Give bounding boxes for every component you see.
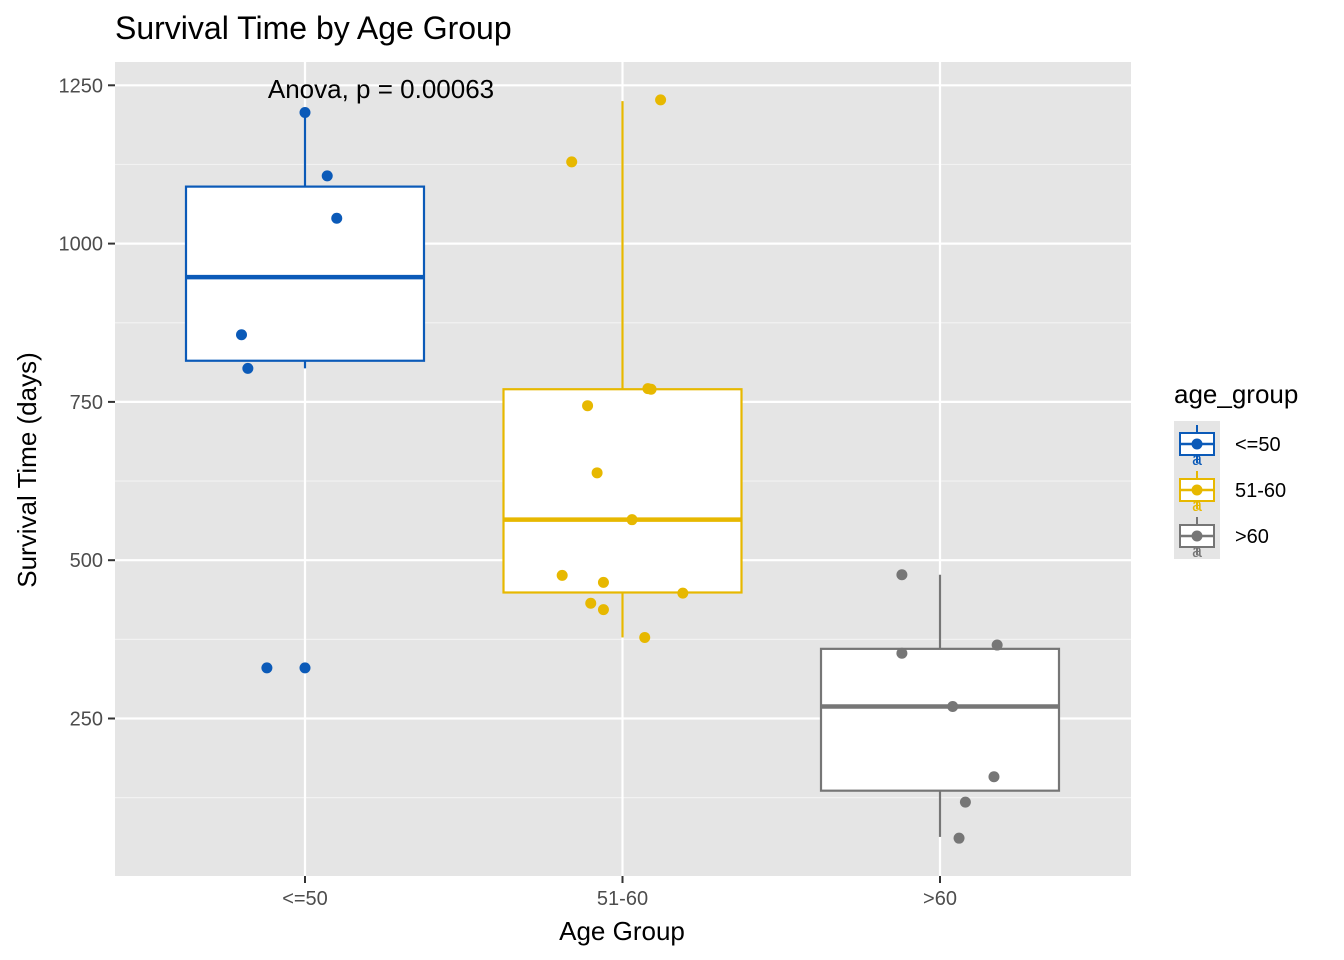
data-point [655,94,667,106]
point-layer [236,94,1003,844]
data-point [321,170,333,182]
box-iqr [184,185,426,362]
data-point [896,647,908,659]
box-1 [184,112,426,369]
legend-title: age_group [1174,379,1298,409]
data-point [947,700,959,712]
y-tick-label: 500 [70,550,103,572]
data-point [591,467,603,479]
legend-label: <=50 [1235,434,1281,456]
legend-key-letter: a [1192,541,1203,561]
chart-title: Survival Time by Age Group [115,10,512,46]
data-point [626,514,638,526]
anova-annotation: Anova, p = 0.00063 [268,74,494,104]
box-iqr [819,647,1061,792]
data-point [585,597,597,609]
legend-key-point [1191,438,1203,450]
legend: age_group a <=50 a 51-60 a >60 [1174,379,1298,561]
x-tick-label: >60 [923,888,957,910]
data-point [597,604,609,616]
y-tick-label: 250 [70,709,103,731]
data-point [959,796,971,808]
data-point [331,212,343,224]
y-axis: 250 500 750 1000 1250 [59,75,115,731]
legend-key-point [1191,484,1203,496]
x-tick-label: 51-60 [597,888,648,910]
box-3 [819,574,1061,837]
data-point [988,771,1000,783]
data-point [236,329,247,341]
data-point [597,576,609,588]
x-axis: <=50 51-60 >60 [282,876,957,910]
data-point [896,569,908,581]
legend-key-point [1191,530,1203,542]
box-layer [184,101,1061,837]
data-point [953,832,965,844]
data-point [566,156,578,168]
box-2 [502,101,743,638]
y-tick-label: 1250 [59,75,104,97]
legend-key-letter: a [1192,449,1203,469]
legend-key-3: a [1174,513,1220,561]
data-point [991,639,1003,651]
data-point [556,569,568,581]
legend-label: 51-60 [1235,480,1286,502]
data-point [261,662,273,674]
data-point [639,631,651,643]
data-point [299,107,311,119]
legend-key-1: a [1174,421,1220,469]
data-point [582,400,594,412]
data-point [645,383,657,395]
y-axis-title: Survival Time (days) [12,352,42,588]
data-point [677,587,689,599]
legend-label: >60 [1235,526,1269,548]
y-tick-label: 1000 [59,234,104,256]
x-tick-label: <=50 [282,888,328,910]
legend-key-letter: a [1192,495,1203,515]
legend-key-2: a [1174,467,1220,515]
data-point [299,662,311,674]
box-iqr [502,388,743,594]
data-point [242,362,254,374]
x-axis-title: Age Group [559,916,685,946]
y-tick-label: 750 [70,392,103,414]
